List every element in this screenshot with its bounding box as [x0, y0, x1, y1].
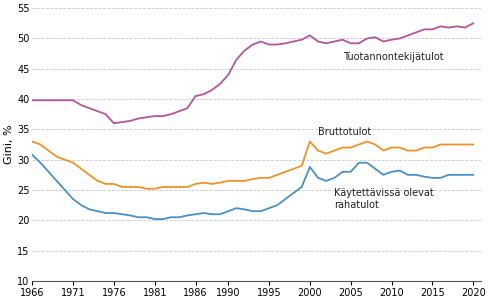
Y-axis label: Gini, %: Gini, % — [4, 125, 14, 164]
Text: Tuotannontekijätulot: Tuotannontekijätulot — [343, 52, 443, 62]
Text: Bruttotulot: Bruttotulot — [318, 127, 371, 137]
Text: Käytettävissä olevat
rahatulot: Käytettävissä olevat rahatulot — [334, 188, 434, 210]
